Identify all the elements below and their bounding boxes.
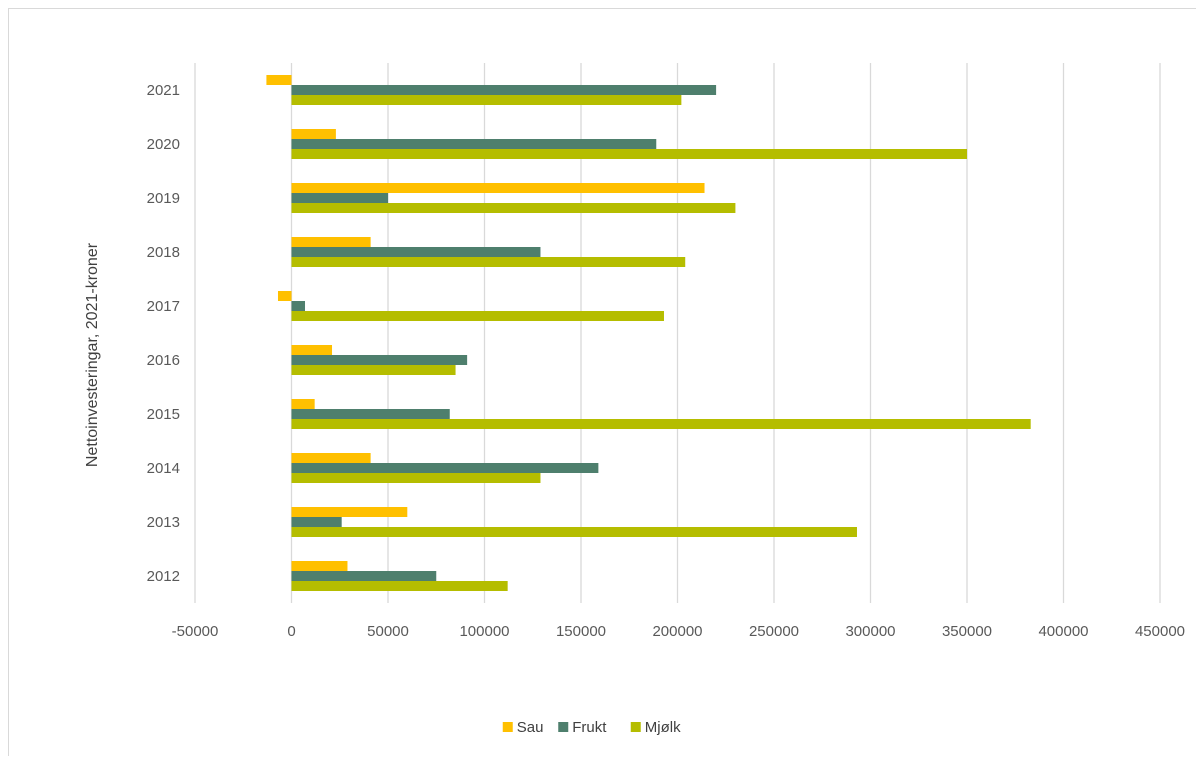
legend-label-mjølk: Mjølk [645,719,681,736]
gridlines [194,63,1161,603]
bar-frukt-2016 [291,355,468,365]
bar-frukt-2013 [291,517,342,527]
y-tick-label: 2016 [147,352,180,369]
y-tick-label: 2012 [147,568,180,585]
bar-mjølk-2019 [291,203,736,213]
legend-label-sau: Sau [517,719,544,736]
bar-frukt-2020 [291,139,657,149]
chart-frame [8,8,1196,756]
x-tick-label: 200000 [652,623,702,640]
bar-sau-2021 [266,75,292,85]
x-tick-label: 100000 [459,623,509,640]
bar-sau-2013 [291,507,408,517]
y-axis-ticks: 2012 2013 2014 2015 2016 2017 2018 2019 2020 2021 [147,82,180,585]
y-axis-title: Nettoinvesteringar, 2021-kroner [84,242,101,467]
y-tick-label: 2017 [147,298,180,315]
x-tick-label: 400000 [1038,623,1088,640]
x-tick-label: 0 [287,623,295,640]
bar-sau-2014 [291,453,371,463]
bar-mjølk-2018 [291,257,686,267]
bar-mjølk-2017 [291,311,664,321]
bar-frukt-2014 [291,463,599,473]
bar-frukt-2012 [291,571,437,581]
y-tick-label: 2019 [147,190,180,207]
y-tick-label: 2014 [147,460,180,477]
bar-sau-2017 [277,291,292,301]
bar-mjølk-2012 [291,581,508,591]
bar-sau-2016 [291,345,333,355]
legend: Sau Frukt Mjølk [502,719,681,736]
bar-frukt-2017 [291,301,306,311]
x-tick-label: 150000 [556,623,606,640]
y-tick-label: 2015 [147,406,180,423]
bar-sau-2015 [291,399,315,409]
y-tick-label: 2021 [147,82,180,99]
legend-swatch-mjølk [630,722,641,732]
y-tick-label: 2020 [147,136,180,153]
y-tick-label: 2018 [147,244,180,261]
bar-sau-2012 [291,561,348,571]
y-tick-label: 2013 [147,514,180,531]
x-tick-label: -50000 [172,623,219,640]
legend-swatch-frukt [558,722,569,732]
bar-mjølk-2021 [291,95,682,105]
x-tick-label: 350000 [942,623,992,640]
x-tick-label: 50000 [367,623,409,640]
bar-frukt-2015 [291,409,450,419]
bar-frukt-2019 [291,193,388,203]
bar-mjølk-2016 [291,365,456,375]
bar-frukt-2018 [291,247,541,257]
legend-label-frukt: Frukt [572,719,607,736]
bar-mjølk-2020 [291,149,967,159]
bar-mjølk-2013 [291,527,857,537]
legend-swatch-sau [502,722,513,732]
x-axis-ticks: -50000 0 50000 100000 150000 200000 250000 3000… [172,623,1185,640]
x-tick-label: 250000 [749,623,799,640]
bars [266,75,1031,591]
bar-sau-2019 [291,183,705,193]
bar-sau-2020 [291,129,336,139]
bar-sau-2018 [291,237,371,247]
x-tick-label: 450000 [1135,623,1185,640]
x-tick-label: 300000 [845,623,895,640]
bar-mjølk-2014 [291,473,541,483]
bar-mjølk-2015 [291,419,1031,429]
bar-frukt-2021 [291,85,717,95]
